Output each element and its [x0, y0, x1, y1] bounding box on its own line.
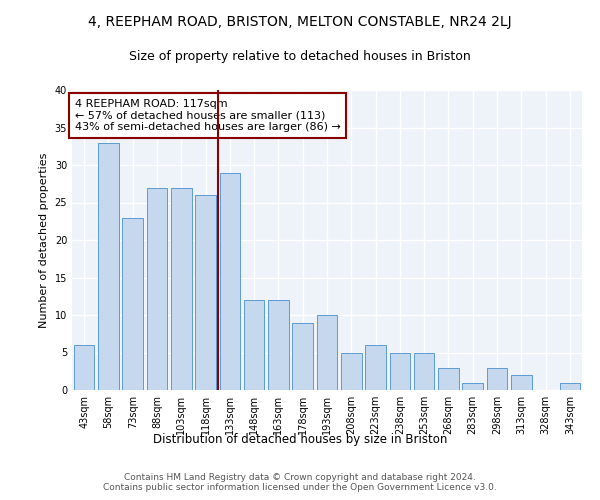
Bar: [292, 322, 313, 390]
Bar: [220, 172, 240, 390]
Text: 4, REEPHAM ROAD, BRISTON, MELTON CONSTABLE, NR24 2LJ: 4, REEPHAM ROAD, BRISTON, MELTON CONSTAB…: [88, 15, 512, 29]
Bar: [389, 352, 410, 390]
Bar: [244, 300, 265, 390]
Bar: [438, 368, 459, 390]
Bar: [146, 188, 167, 390]
Bar: [195, 195, 216, 390]
Bar: [511, 375, 532, 390]
Text: Size of property relative to detached houses in Briston: Size of property relative to detached ho…: [129, 50, 471, 63]
Bar: [414, 352, 434, 390]
Bar: [171, 188, 191, 390]
Bar: [365, 345, 386, 390]
Text: Contains HM Land Registry data © Crown copyright and database right 2024.
Contai: Contains HM Land Registry data © Crown c…: [103, 472, 497, 492]
Bar: [463, 382, 483, 390]
Bar: [122, 218, 143, 390]
Bar: [560, 382, 580, 390]
Bar: [487, 368, 508, 390]
Text: 4 REEPHAM ROAD: 117sqm
← 57% of detached houses are smaller (113)
43% of semi-de: 4 REEPHAM ROAD: 117sqm ← 57% of detached…: [74, 99, 340, 132]
Y-axis label: Number of detached properties: Number of detached properties: [39, 152, 49, 328]
Bar: [268, 300, 289, 390]
Bar: [98, 142, 119, 390]
Bar: [317, 315, 337, 390]
Bar: [341, 352, 362, 390]
Text: Distribution of detached houses by size in Briston: Distribution of detached houses by size …: [153, 432, 447, 446]
Bar: [74, 345, 94, 390]
